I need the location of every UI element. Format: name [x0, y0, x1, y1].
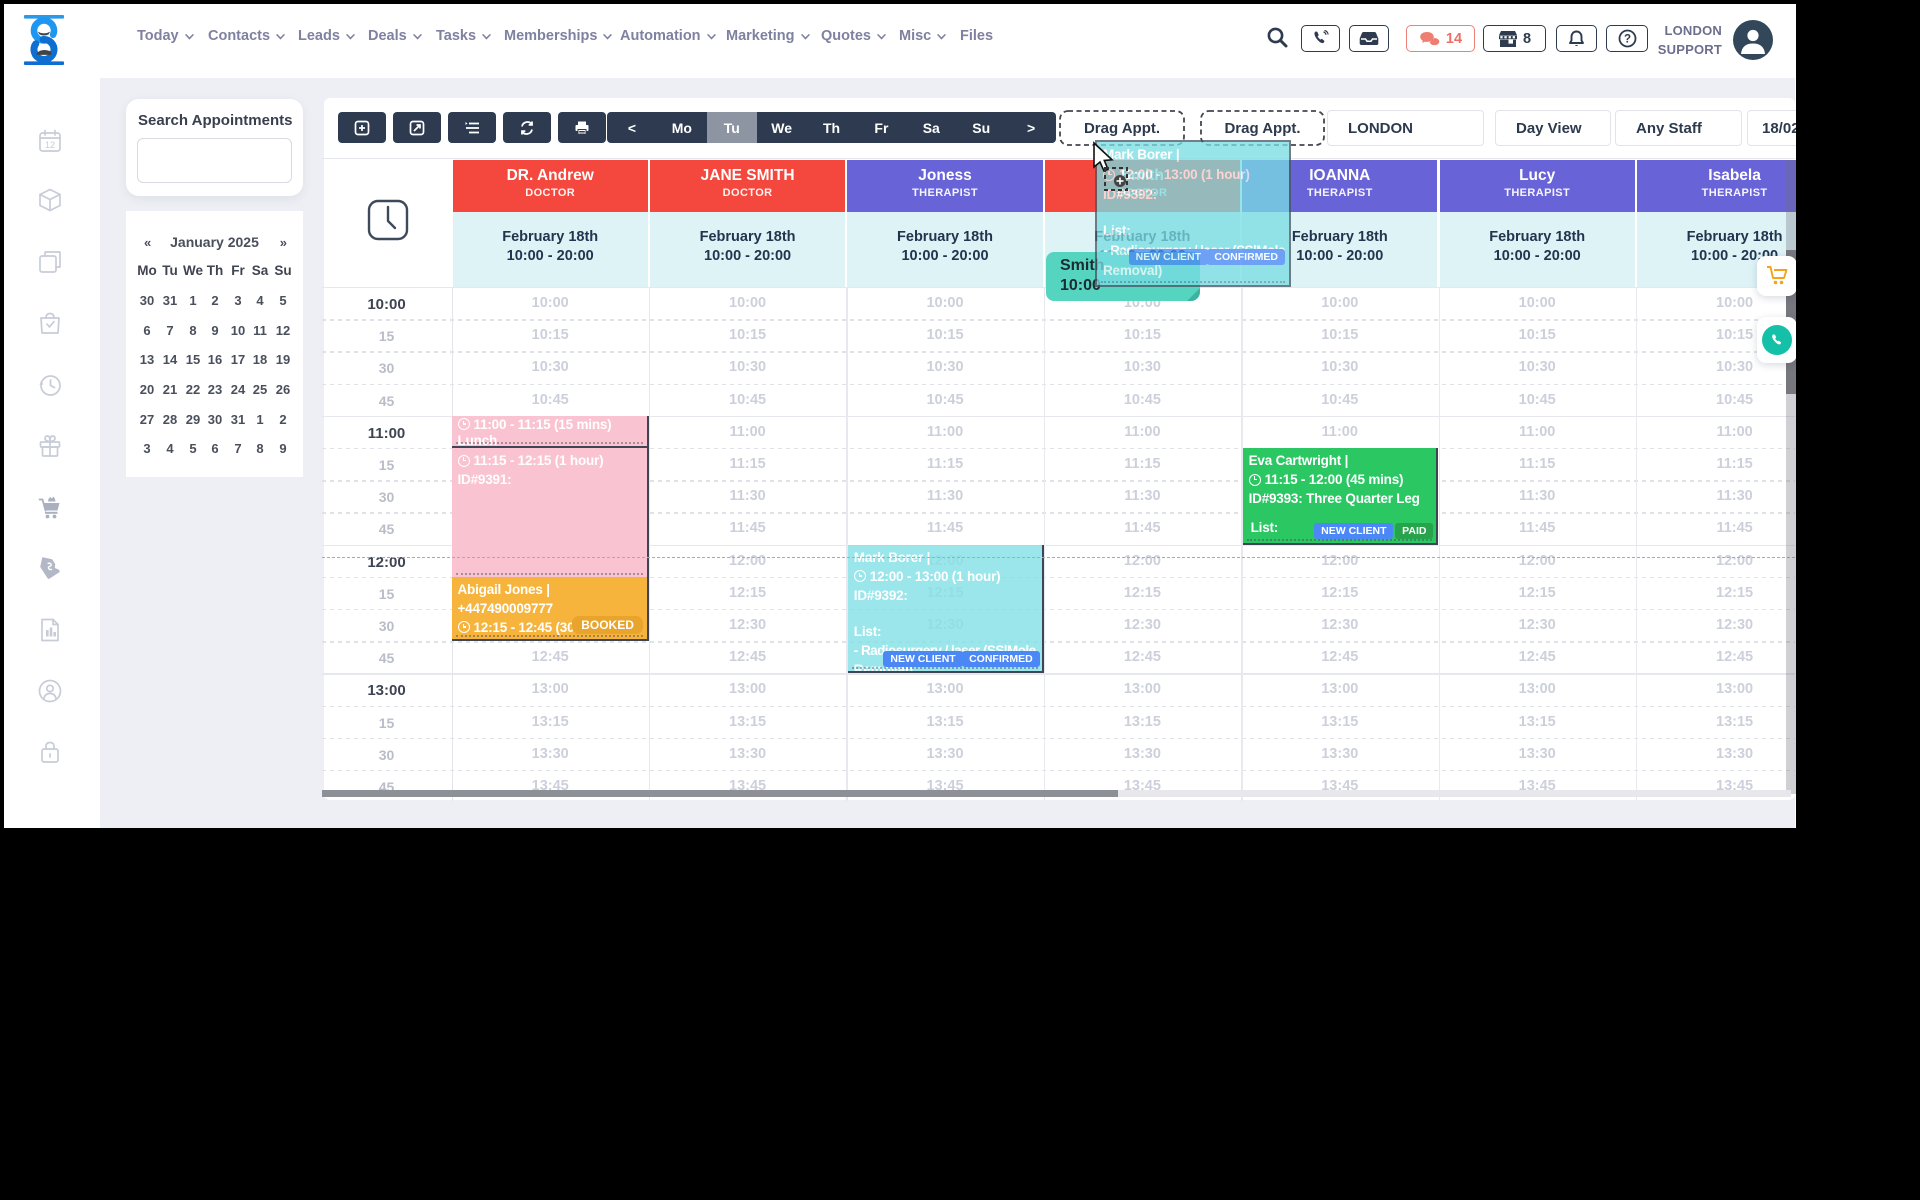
svg-text:12: 12: [45, 140, 55, 150]
svg-text:?: ?: [1623, 34, 1630, 46]
